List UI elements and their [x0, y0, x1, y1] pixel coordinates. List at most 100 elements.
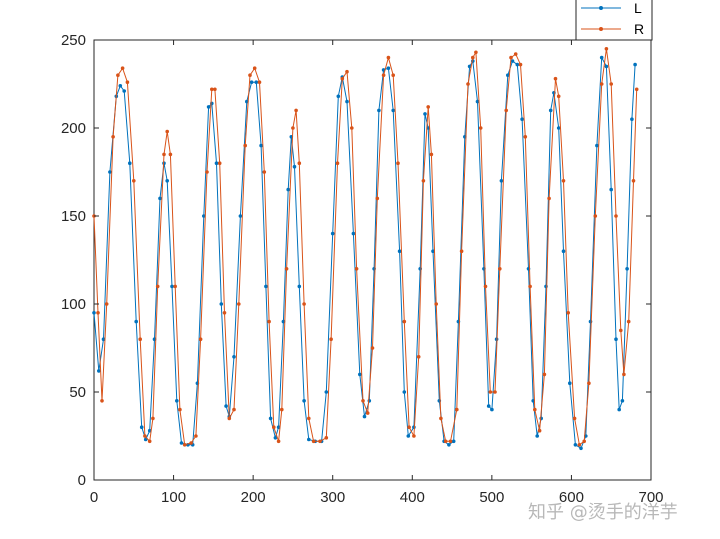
data-point-r: [294, 108, 298, 113]
data-point-l: [506, 73, 510, 77]
data-point-r: [291, 126, 295, 130]
data-point-r: [604, 47, 609, 51]
data-point-r: [483, 284, 488, 289]
data-point-r: [243, 143, 247, 148]
data-point-l: [92, 311, 96, 315]
data-point-r: [587, 381, 591, 386]
data-point-r: [354, 267, 359, 271]
data-point-r: [386, 55, 391, 60]
data-point-r: [448, 439, 453, 444]
data-point-r: [426, 105, 431, 109]
data-point-r: [466, 82, 470, 86]
data-point-r: [582, 439, 586, 444]
data-point-r: [478, 126, 483, 130]
x-tick-label: 0: [90, 489, 98, 506]
data-point-r: [125, 80, 130, 84]
data-point-r: [189, 441, 193, 445]
data-point-l: [330, 231, 335, 236]
data-point-l: [599, 55, 604, 60]
data-point-r: [518, 62, 523, 67]
data-point-r: [523, 135, 528, 139]
watermark-text: 知乎 @烫手的洋芋: [528, 502, 678, 523]
data-point-l: [467, 64, 472, 69]
y-tick-label: 100: [61, 296, 86, 313]
x-tick-label: 300: [320, 489, 345, 506]
data-point-r: [375, 196, 380, 201]
x-tick-label: 200: [241, 489, 266, 506]
data-point-l: [139, 425, 144, 430]
data-point-l: [214, 161, 219, 165]
data-point-l: [604, 64, 609, 69]
data-point-l: [568, 381, 572, 386]
data-point-l: [579, 446, 583, 451]
data-point-l: [561, 249, 566, 253]
data-point-r: [634, 87, 639, 92]
data-point-r: [100, 399, 104, 403]
data-point-r: [391, 73, 396, 77]
data-point-r: [626, 319, 631, 324]
data-point-l: [377, 108, 381, 113]
data-point-l: [175, 399, 179, 403]
data-point-r: [335, 161, 340, 165]
data-point-r: [537, 428, 542, 433]
data-point-r: [111, 135, 115, 139]
data-point-l: [633, 62, 637, 67]
data-point-r: [248, 73, 252, 77]
data-point-r: [439, 416, 443, 421]
data-point-r: [593, 214, 598, 218]
data-point-r: [217, 161, 222, 165]
x-tick-label: 100: [161, 489, 186, 506]
legend-box: [575, 0, 653, 41]
data-point-l: [307, 437, 311, 442]
data-point-l: [108, 170, 112, 174]
data-point-l: [609, 187, 613, 192]
series-layer: [92, 47, 639, 451]
y-tick-label: 150: [61, 208, 86, 225]
data-point-r: [416, 355, 421, 359]
data-point-r: [370, 346, 375, 350]
data-point-l: [362, 414, 367, 419]
data-point-r: [599, 82, 604, 86]
data-point-l: [259, 143, 263, 148]
data-point-l: [324, 390, 329, 394]
axis-layer: 0 100 200 300 400 500 600 700 0 50 100 150 200 250: [61, 32, 664, 506]
data-point-r: [345, 69, 349, 74]
data-point-r: [272, 425, 276, 430]
data-point-r: [324, 436, 329, 440]
data-point-r: [509, 55, 513, 60]
data-point-r: [361, 399, 365, 403]
data-point-r: [318, 439, 322, 444]
data-point-l: [292, 164, 297, 169]
data-point-l: [423, 112, 427, 116]
data-point-r: [297, 161, 302, 165]
data-point-r: [474, 50, 478, 55]
data-point-l: [224, 404, 228, 408]
data-point-r: [622, 372, 626, 377]
data-point-l: [548, 108, 553, 113]
data-point-l: [128, 161, 132, 165]
data-point-l: [232, 355, 236, 359]
data-point-l: [351, 231, 356, 236]
data-point-r: [577, 443, 582, 447]
y-tick-label: 200: [61, 120, 86, 137]
x-tick-label: 500: [479, 489, 504, 506]
data-point-l: [219, 302, 224, 306]
data-point-r: [381, 73, 386, 77]
data-point-l: [535, 434, 539, 438]
data-point-r: [407, 425, 411, 430]
data-point-r: [104, 302, 109, 306]
data-point-r: [307, 416, 311, 421]
data-point-r: [147, 439, 152, 444]
data-point-r: [504, 108, 509, 113]
data-point-l: [158, 196, 162, 201]
y-tick-label: 50: [69, 384, 86, 401]
data-point-r: [572, 416, 577, 421]
data-point-r: [168, 152, 173, 157]
data-point-l: [206, 105, 211, 109]
data-point-l: [630, 117, 634, 121]
data-point-l: [97, 369, 101, 373]
data-point-r: [396, 161, 400, 165]
data-point-r: [498, 267, 502, 271]
data-point-r: [493, 390, 497, 394]
data-point-l: [397, 249, 402, 253]
